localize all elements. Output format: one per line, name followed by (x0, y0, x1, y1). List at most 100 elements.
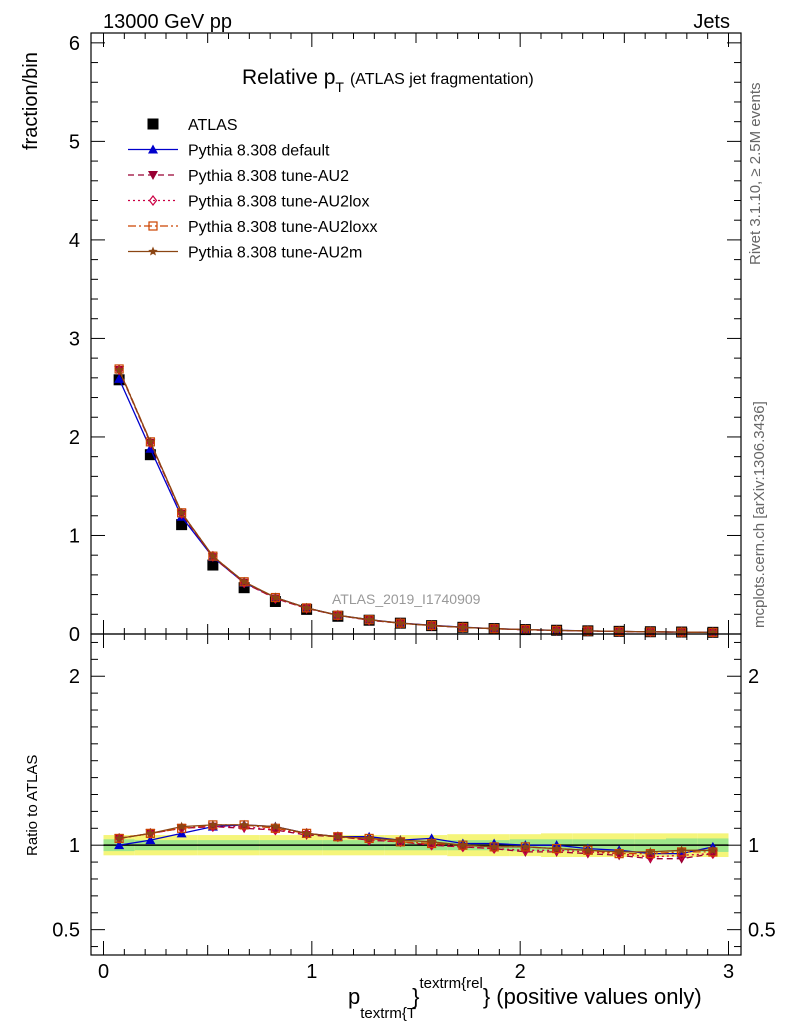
x-tick-label: 2 (515, 961, 526, 983)
main-series-5-point (145, 436, 156, 446)
legend-entry: Pythia 8.308 tune-AU2loxx (128, 219, 377, 236)
main-y-tick-label: 2 (69, 427, 80, 449)
ratio-series-4-point (583, 845, 593, 855)
main-series-5-point (364, 614, 374, 624)
ratio-series-4-point (145, 828, 156, 838)
legend-entry: Pythia 8.308 tune-AU2lox (128, 194, 369, 211)
legend-entry: Pythia 8.308 default (128, 143, 330, 160)
main-y-tick-label: 4 (69, 230, 80, 252)
legend-entry: ATLAS (147, 117, 238, 134)
ratio-series-4-point (208, 819, 218, 829)
legend: ATLAS Pythia 8.308 default Pythia 8.308 tu… (128, 117, 377, 262)
ratio-series-4-point (270, 821, 281, 831)
ratio-series-4-point (239, 819, 249, 829)
ratio-series-4-point (114, 833, 124, 843)
header-left: 13000 GeV pp (103, 11, 232, 33)
ratio-y-tick-label: 1 (69, 835, 80, 857)
ratio-series-4-point (614, 846, 624, 856)
ratio-series-0-line (118, 824, 714, 855)
x-axis-label: ptextrm{T}textrm{rel} (positive values o… (348, 975, 702, 1022)
main-series-5-point (270, 592, 281, 602)
legend-marker (148, 195, 158, 206)
title-sub: T (335, 79, 344, 95)
main-y-tick-label: 3 (69, 328, 80, 350)
legend-marker (148, 221, 158, 231)
main-series-1-point (114, 373, 125, 383)
legend-marker (148, 144, 158, 154)
ratio-series-4-point (426, 836, 437, 846)
main-series-5-point (395, 618, 406, 628)
main-series-5-point (458, 622, 468, 632)
main-series-5-point (489, 623, 499, 633)
ratio-series-4-point (551, 843, 562, 853)
x-tick-label: 3 (723, 961, 734, 983)
ratio-y-tick-label-right: 1 (748, 835, 759, 857)
main-title: Relative pT (ATLAS jet fragmentation) (242, 66, 534, 95)
xlabel-sup: textrm{rel (419, 975, 482, 992)
rivet-label: Rivet 3.1.10, ≥ 2.5M events (747, 83, 764, 266)
main-series-0-point (176, 519, 188, 531)
xlabel-rest: } (positive values only) (483, 984, 702, 1009)
legend-marker (148, 246, 158, 256)
ratio-series-4-point (176, 821, 187, 831)
analysis-watermark: ATLAS_2019_I1740909 (332, 591, 481, 607)
ratio-series-4-line (118, 824, 713, 853)
axes-group: 0 1 2 3 4 5 6 0.5 0.5 1 1 2 2 0 1 2 3 (52, 32, 776, 983)
main-series-5-point (176, 507, 187, 517)
main-y-tick-label: 1 (69, 525, 80, 547)
ratio-series-4-point (708, 845, 718, 855)
ratio-series-4-point (395, 835, 406, 845)
main-series-5-point (208, 551, 218, 561)
main-series-5-point (645, 626, 656, 636)
main-series-5-point (708, 627, 718, 637)
ratio-y-tick-label: 0.5 (52, 920, 80, 942)
ratio-series-4-point (676, 845, 687, 855)
main-series-5-point (583, 625, 593, 635)
main-series-group (113, 364, 719, 638)
ratio-series-4-point (364, 833, 374, 843)
ratio-series-0-point (145, 835, 156, 845)
title-p: Relative p (242, 66, 335, 89)
mcplots-label: mcplots.cern.ch [arXiv:1306.3436] (751, 401, 768, 628)
main-y-tick-label: 0 (69, 624, 80, 646)
title-rest: (ATLAS jet fragmentation) (350, 71, 534, 88)
main-series-5-point (239, 576, 249, 586)
legend-label: Pythia 8.308 default (188, 143, 330, 160)
header-right: Jets (693, 11, 730, 33)
legend-label: Pythia 8.308 tune-AU2 (188, 168, 349, 185)
ratio-series-0-point (114, 840, 125, 850)
ratio-y-tick-label-right: 0.5 (748, 920, 776, 942)
main-series-5-point (676, 627, 687, 637)
main-series-5-point (520, 624, 531, 634)
ratio-series-4-point (301, 828, 312, 838)
ratio-series-4-point (489, 841, 499, 851)
ratio-series-4-point (520, 841, 531, 851)
main-y-tick-label: 5 (69, 131, 80, 153)
ratio-y-tick-label-right: 2 (748, 666, 759, 688)
ratio-series-4-point (333, 831, 343, 841)
legend-label: ATLAS (188, 117, 238, 134)
legend-entry: Pythia 8.308 tune-AU2m (128, 245, 362, 262)
legend-entry: Pythia 8.308 tune-AU2 (128, 168, 349, 185)
ratio-series-group (114, 819, 718, 864)
legend-label: Pythia 8.308 tune-AU2lox (188, 194, 369, 211)
legend-marker (148, 171, 158, 180)
ratio-frame (90, 633, 742, 956)
main-series-5-point (551, 625, 562, 635)
main-series-0-point (207, 559, 219, 571)
legend-label: Pythia 8.308 tune-AU2m (188, 245, 362, 262)
main-y-tick-label: 6 (69, 33, 80, 55)
main-series-5-point (114, 364, 124, 374)
ratio-series-4 (114, 819, 718, 856)
ratio-ylabel: Ratio to ATLAS (24, 755, 41, 856)
ratio-y-tick-label: 2 (69, 666, 80, 688)
x-tick-label: 0 (98, 961, 109, 983)
main-series-5-point (333, 610, 343, 620)
xlabel-sub: textrm{T (360, 1005, 416, 1022)
legend-marker (147, 118, 159, 130)
main-series-5-point (301, 602, 312, 612)
main-series-5-point (426, 620, 437, 630)
ratio-series-4-point (458, 840, 468, 850)
ratio-series-4-point (645, 846, 656, 856)
